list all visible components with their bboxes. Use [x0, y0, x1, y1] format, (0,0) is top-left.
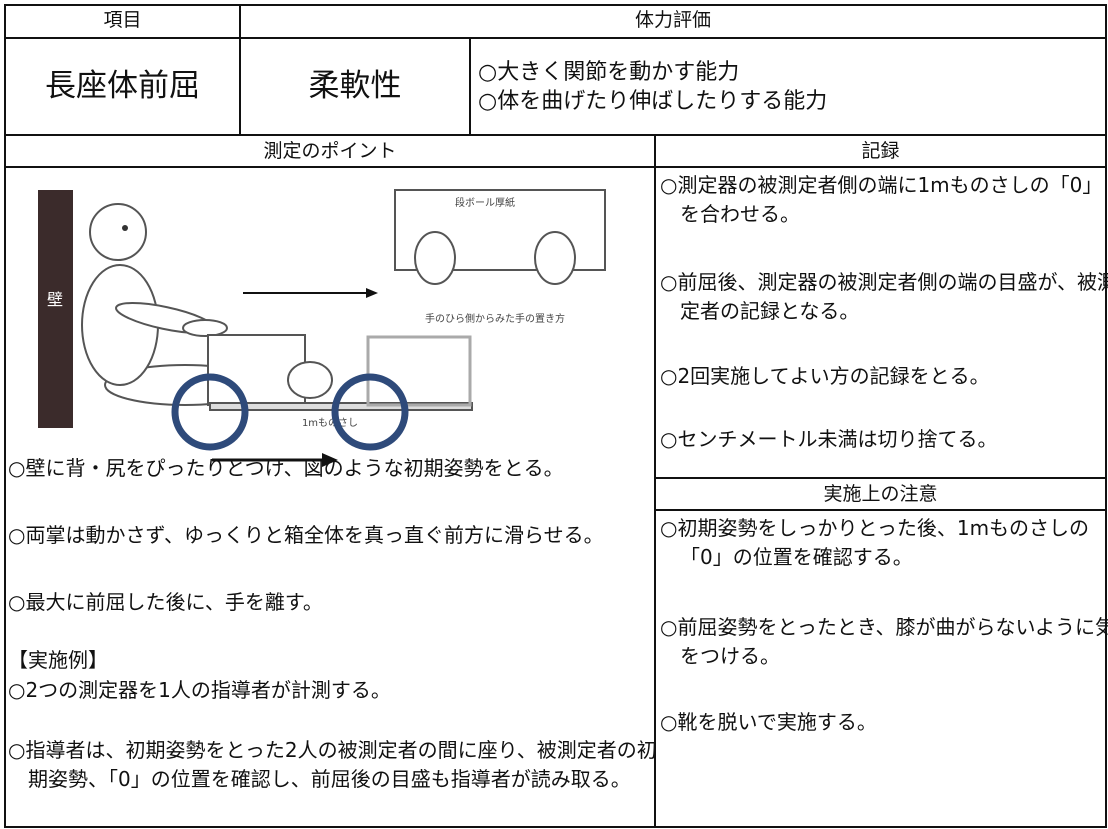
- note-item: ○靴を脱いで実施する。: [660, 710, 877, 734]
- item-header: 項目: [103, 9, 142, 31]
- test-name: 長座体前屈: [45, 68, 200, 104]
- ruler-label: 1mものさし: [302, 417, 358, 429]
- record-item: ○2回実施してよい方の記録をとる。: [660, 364, 990, 388]
- hands-label: 手のひら側からみた手の置き方: [425, 312, 565, 325]
- notes-header: 実施上の注意: [823, 483, 938, 505]
- record-item: ○センチメートル未満は切り捨てる。: [660, 427, 998, 451]
- note-item: ○前屈姿勢をとったとき、膝が曲がらないように気をつける。: [660, 615, 1108, 668]
- example-heading: 【実施例】: [8, 648, 108, 672]
- record-item: ○前屈後、測定器の被測定者側の端の目盛が、被測定者の記録となる。: [660, 270, 1108, 323]
- ability: 柔軟性: [308, 68, 402, 104]
- point-item: ○両掌は動かさず、ゆっくりと箱全体を真っ直ぐ前方に滑らせる。: [8, 523, 604, 547]
- point-item: ○指導者は、初期姿勢をとった2人の被測定者の間に座り、被測定者の初期姿勢、「0」…: [8, 738, 657, 791]
- category-header: 体力評価: [634, 9, 711, 31]
- description: ○体を曲げたり伸ばしたりする能力: [478, 89, 828, 114]
- illustration: 壁 段ボール厚紙 手のひら側からみた手の置き方 1mものさし: [38, 189, 606, 467]
- record-item: ○測定器の被測定者側の端に1mものさしの「0」を合わせる。: [660, 173, 1103, 226]
- point-item: ○壁に背・尻をぴったりとつけ、図のような初期姿勢をとる。: [8, 456, 564, 480]
- point-item: ○2つの測定器を1人の指導者が計測する。: [8, 678, 391, 702]
- description: ○大きく関節を動かす能力: [478, 60, 740, 85]
- board-label: 段ボール厚紙: [455, 196, 515, 209]
- point-item: ○最大に前屈した後に、手を離す。: [8, 590, 323, 614]
- note-item: ○初期姿勢をしっかりとった後、1mものさしの「0」の位置を確認する。: [660, 516, 1090, 569]
- table-grid: [4, 4, 1107, 828]
- record-header: 記録: [861, 140, 900, 162]
- points-header: 測定のポイント: [263, 140, 397, 162]
- wall-label: 壁: [47, 290, 63, 309]
